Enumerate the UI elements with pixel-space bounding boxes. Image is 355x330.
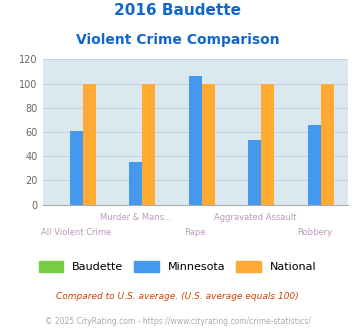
Bar [129,162,142,205]
Bar [261,83,274,205]
Text: Robbery: Robbery [297,228,332,237]
Text: Violent Crime Comparison: Violent Crime Comparison [76,33,279,47]
Bar [202,83,215,205]
Text: Aggravated Assault: Aggravated Assault [214,213,296,222]
Bar [189,76,202,205]
Text: All Violent Crime: All Violent Crime [41,228,111,237]
Bar [142,83,155,205]
Bar [70,131,83,205]
Text: 2016 Baudette: 2016 Baudette [114,3,241,18]
Text: Compared to U.S. average. (U.S. average equals 100): Compared to U.S. average. (U.S. average … [56,292,299,301]
Bar [83,83,96,205]
Text: Rape: Rape [185,228,206,237]
Legend: Baudette, Minnesota, National: Baudette, Minnesota, National [34,256,321,277]
Text: Murder & Mans...: Murder & Mans... [100,213,171,222]
Bar [308,125,321,205]
Text: © 2025 CityRating.com - https://www.cityrating.com/crime-statistics/: © 2025 CityRating.com - https://www.city… [45,317,310,326]
Bar [321,83,334,205]
Bar [248,141,261,205]
